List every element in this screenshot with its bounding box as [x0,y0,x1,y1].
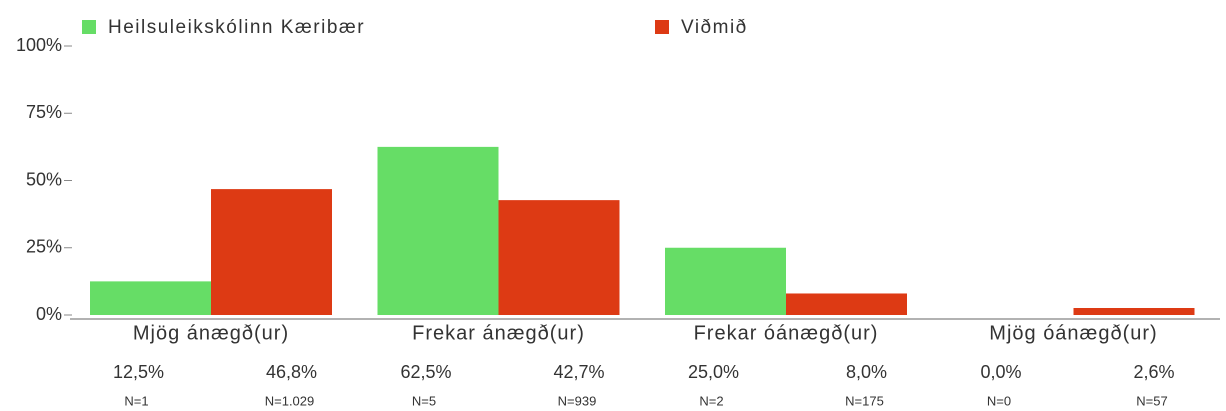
x-tick-label: Frekar óánægð(ur) [694,322,879,344]
x-tick-label: Mjög óánægð(ur) [989,322,1157,344]
value-label: 2,6% [1133,362,1174,382]
n-label: N=939 [558,393,597,408]
legend-swatch [82,20,96,34]
value-label: 62,5% [400,362,451,382]
value-label: 46,8% [266,362,317,382]
n-label: N=175 [845,393,884,408]
legend-label: Viðmið [681,17,748,38]
bar [498,200,620,315]
value-label: 12,5% [113,362,164,382]
bar [90,281,211,315]
value-label: 42,7% [553,362,604,382]
value-label: 25,0% [688,362,739,382]
n-label: N=57 [1136,393,1167,408]
bar [377,146,499,315]
value-label: 8,0% [846,362,887,382]
value-label: 0,0% [980,362,1021,382]
y-tick-label: 0% [36,304,62,324]
n-label: N=1 [124,393,148,408]
y-tick-label: 50% [26,169,62,189]
y-tick-label: 75% [26,102,62,122]
x-tick-label: Frekar ánægð(ur) [412,322,585,344]
bar [211,189,332,315]
n-label: N=0 [987,393,1011,408]
n-label: N=1.029 [265,393,315,408]
y-tick-label: 100% [16,35,62,55]
x-tick-label: Mjög ánægð(ur) [133,322,289,344]
n-label: N=5 [412,393,436,408]
bar [1073,308,1195,315]
legend-swatch [655,20,669,34]
y-tick-label: 25% [26,237,62,257]
bar [786,293,907,315]
bar [665,247,786,315]
n-label: N=2 [699,393,723,408]
legend-label: Heilsuleikskólinn Kæribær [108,17,365,38]
